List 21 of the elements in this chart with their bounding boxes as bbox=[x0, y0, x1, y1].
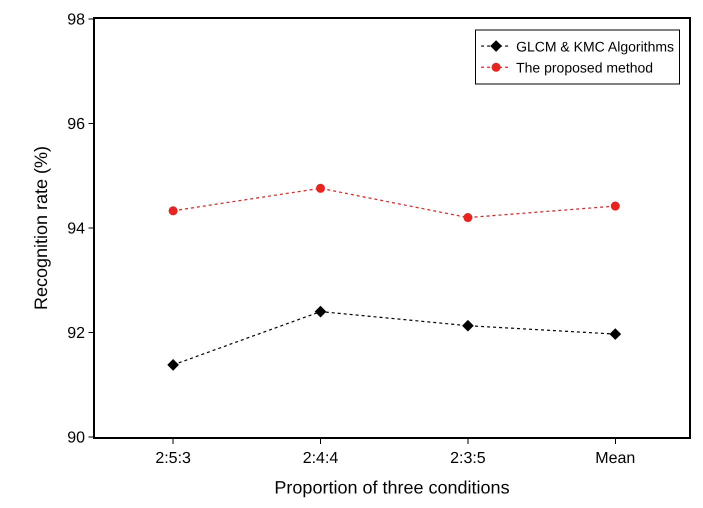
point bbox=[316, 184, 326, 193]
point bbox=[314, 306, 326, 318]
x-tick-label: Mean bbox=[595, 450, 636, 467]
point bbox=[167, 359, 179, 371]
y-tick-label: 98 bbox=[67, 12, 86, 29]
point bbox=[609, 328, 622, 340]
x-tick-label: 2:3:5 bbox=[450, 450, 486, 467]
point bbox=[610, 202, 620, 211]
y-axis-title: Recognition rate (%) bbox=[30, 146, 51, 310]
x-tick-label: 2:4:4 bbox=[302, 450, 338, 467]
y-tick-label: 92 bbox=[67, 325, 86, 342]
point bbox=[462, 320, 474, 332]
legend-label: GLCM & KMC Algorithms bbox=[516, 38, 674, 55]
legend-label: The proposed method bbox=[516, 60, 654, 76]
point bbox=[463, 213, 472, 222]
point bbox=[168, 206, 178, 216]
y-tick-label: 90 bbox=[67, 430, 86, 447]
x-axis-title: Proportion of three conditions bbox=[274, 478, 510, 498]
x-tick-label: 2:5:3 bbox=[155, 450, 192, 467]
y-tick-label: 94 bbox=[67, 220, 86, 238]
y-tick-label: 96 bbox=[67, 116, 86, 134]
